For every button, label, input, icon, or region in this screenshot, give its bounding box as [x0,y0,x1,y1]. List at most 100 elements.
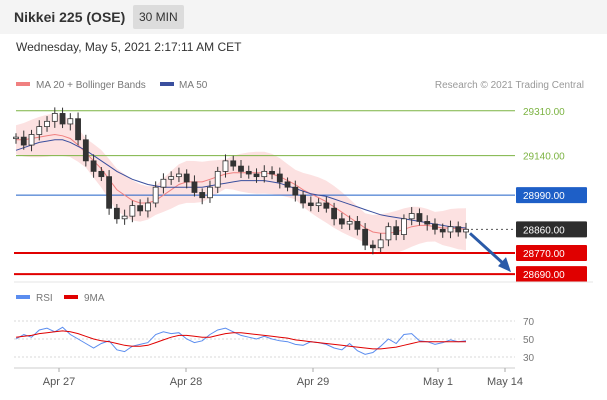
candle-body [463,228,469,233]
level-tag-4 [516,245,587,262]
candle-body [300,194,306,204]
price-levels [14,110,515,276]
level-tag-5 [516,266,587,283]
interval-badge[interactable]: 30 MIN [133,5,184,29]
candle-body [67,118,74,125]
candle-body [176,173,182,178]
candle-body [144,202,151,212]
candle-body [307,202,314,207]
x-tick-label-0: Apr 27 [43,376,75,388]
candle-body [121,215,128,220]
candle-body [253,173,260,178]
candle-body [447,226,454,233]
candle-body [408,213,415,220]
level-tag-2 [516,187,587,204]
candle-body [455,226,462,233]
candle-body [315,202,322,207]
level-label-3: 28860.00 [523,225,565,236]
time-axis: Apr 27 Apr 28 Apr 29 May 1 May 14 [14,367,523,388]
candle-body [439,228,446,233]
legend-ma20-label: MA 20 + Bollinger Bands [36,80,146,91]
x-tick-label-3: May 1 [423,376,453,388]
candle-body [13,136,19,140]
candle-body [362,228,369,246]
rsi-panel: 70 50 30 [14,317,535,364]
candle-body [354,221,361,230]
candle-body [401,218,407,235]
candle-body [284,181,291,188]
candle-body [98,170,105,178]
forecast-arrow-icon [468,232,511,273]
candle-body [20,136,27,146]
header-bar: Nikkei 225 (OSE) 30 MIN [0,0,607,34]
candle-body [28,134,35,146]
candle-body [393,226,400,235]
x-tick-label-2: Apr 29 [297,376,329,388]
candle-body [82,139,89,162]
candle-body [106,176,113,209]
candle-body [323,202,330,209]
level-label-2: 28990.00 [523,191,565,202]
legend-9ma-swatch [64,295,78,299]
candle-body [36,126,43,135]
candle-body [59,113,66,125]
timestamp: Wednesday, May 5, 2021 2:17:11 AM CET [16,40,242,54]
candle-body [168,176,175,180]
rsi-tick-1: 50 [523,335,535,346]
legend-ma50-swatch [160,82,174,86]
candle-body [137,205,144,212]
candle-body [369,244,376,249]
rsi-ma-line [15,330,466,350]
candle-body [183,173,190,183]
rsi-tick-0: 70 [523,317,535,328]
candle-body [424,221,431,225]
price-level-labels: 29310.00 29140.00 28990.00 28860.00 28770.00… [516,107,587,283]
rsi-line [15,326,467,355]
level-label-5: 28690.00 [523,270,565,281]
candle-body [385,226,392,241]
level-label-4: 28770.00 [523,249,565,260]
candle-body [416,213,423,222]
candle-body [432,223,438,230]
legend-rsi-swatch [16,295,30,299]
candle-body [199,192,206,199]
candle-body [292,186,299,196]
bollinger-band [16,113,466,254]
forecast-arrow-line [468,232,506,266]
candle-body [230,160,237,167]
candle-body [160,178,167,188]
candle-body [113,207,120,220]
candle-body [377,239,384,249]
rsi-tick-2: 30 [523,353,535,364]
candle-body [191,181,198,193]
candle-body [222,160,229,172]
candle-body [338,218,345,225]
legend-9ma-label: 9MA [84,293,105,304]
candle-body [261,170,268,178]
x-tick-label-1: Apr 28 [170,376,202,388]
instrument-title: Nikkei 225 (OSE) [14,9,126,25]
level-label-0: 29310.00 [523,107,565,118]
candle-body [245,170,252,175]
candle-body [129,205,136,217]
legend-ma50-label: MA 50 [179,80,208,91]
candle-body [207,186,213,199]
candle-body [331,207,338,220]
candle-body [276,173,283,183]
candle-body [90,160,97,172]
candle-body [238,165,244,172]
candle-body [51,113,58,122]
legend-rsi-label: RSI [36,293,53,304]
x-tick-label-4: May 14 [487,376,523,388]
candle-body [269,170,275,175]
level-tag-3 [516,221,587,238]
candle-body [75,118,81,141]
price-series [13,107,469,255]
credit-text: Research © 2021 Trading Central [435,80,584,91]
ma50-line [15,139,467,229]
candle-body [346,221,353,225]
level-label-1: 29140.00 [523,152,565,163]
candle-body [44,120,50,128]
